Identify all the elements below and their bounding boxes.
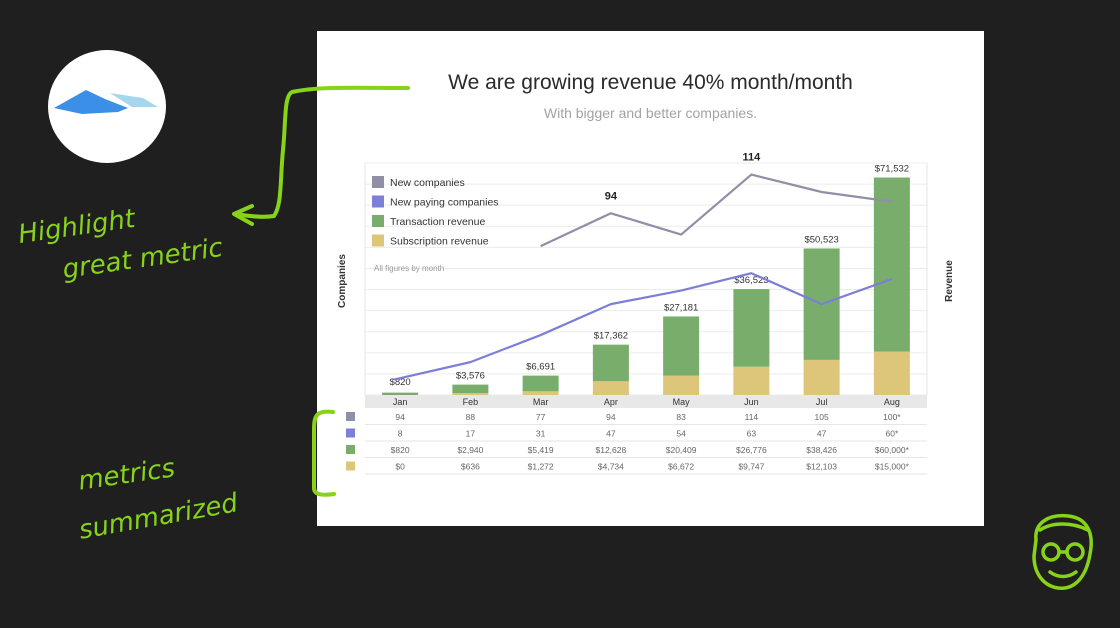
- x-tick-label: May: [673, 397, 691, 407]
- bar-subscription-mar: [522, 391, 559, 395]
- bar-total-label: $71,532: [875, 164, 909, 175]
- table-cell: 60*: [885, 429, 898, 439]
- x-tick-label: Jun: [744, 397, 759, 407]
- table-cell: $6,672: [668, 462, 694, 472]
- chart: Companies Revenue $820 $3,576 $6,691 $17,362 $…: [337, 152, 955, 475]
- table-cell: 31: [536, 429, 546, 439]
- table-cell: 54: [676, 429, 686, 439]
- table-cell: $15,000*: [875, 462, 910, 472]
- slide: We are growing revenue 40% month/month W…: [317, 31, 984, 526]
- table-cell: $12,628: [596, 445, 627, 455]
- category-header-band: [365, 395, 927, 408]
- table-cell: 17: [466, 429, 476, 439]
- bar-subscription-may: [663, 375, 700, 395]
- table-cell: 105: [815, 412, 829, 422]
- legend-label: Subscription revenue: [390, 236, 489, 248]
- table-cell: 88: [466, 412, 476, 422]
- table-cell: $12,103: [806, 462, 837, 472]
- chart-title: We are growing revenue 40% month/month: [448, 71, 853, 94]
- table-cell: 100*: [883, 412, 901, 422]
- bar-subscription-jul: [803, 359, 840, 395]
- bar-transaction-mar: [522, 375, 559, 392]
- table-cell: $38,426: [806, 445, 837, 455]
- x-tick-label: Apr: [604, 397, 618, 407]
- series-line-new-paying-companies: [393, 272, 893, 381]
- y-axis-label-right: Revenue: [944, 260, 955, 302]
- x-tick-label: Aug: [884, 397, 900, 407]
- bar-total-label: $27,181: [664, 302, 698, 313]
- table-cell: 94: [395, 412, 405, 422]
- table-cell: $0: [395, 462, 405, 472]
- bar-transaction-aug: [873, 177, 910, 352]
- bar-transaction-jan: [382, 392, 419, 395]
- table-cell: 94: [606, 412, 616, 422]
- x-tick-label: Mar: [533, 397, 549, 407]
- annotation-bracket: [312, 409, 336, 497]
- annotation-arrowhead: [232, 204, 254, 226]
- table-cell: $20,409: [666, 445, 697, 455]
- callout-label: 94: [605, 190, 618, 202]
- table-row-swatch: [346, 461, 355, 471]
- bar-subscription-feb: [452, 393, 489, 395]
- legend-swatch: [372, 215, 384, 227]
- table-row-swatch: [346, 412, 355, 421]
- table-cell: $820: [391, 445, 410, 455]
- legend-swatch: [372, 176, 384, 188]
- table-cell: $4,734: [598, 462, 624, 472]
- table-cell: 8: [398, 429, 403, 439]
- chart-note: All figures by month: [374, 264, 444, 273]
- x-tick-label: Jan: [393, 397, 408, 407]
- bar-total-label: $820: [390, 377, 411, 388]
- table-cell: $1,272: [528, 462, 554, 472]
- bar-transaction-feb: [452, 384, 489, 394]
- table-cell: 77: [536, 412, 546, 422]
- bar-subscription-aug: [873, 351, 910, 395]
- company-logo: [48, 50, 166, 163]
- x-tick-label: Feb: [463, 397, 479, 407]
- table-cell: 47: [817, 429, 827, 439]
- table-cell: 114: [745, 412, 759, 422]
- x-tick-label: Jul: [816, 397, 828, 407]
- bar-total-label: $36,523: [734, 275, 768, 286]
- logo-mountain-icon: [54, 90, 158, 114]
- legend-swatch: [372, 234, 384, 247]
- bar-subscription-apr: [592, 381, 629, 395]
- bar-total-label: $6,691: [526, 362, 555, 373]
- y-axis-label-left: Companies: [337, 254, 348, 308]
- legend-label: New companies: [390, 177, 465, 189]
- annotation-arrow: [234, 85, 410, 219]
- table-cell: 47: [606, 429, 616, 439]
- callout-label: 114: [743, 152, 762, 164]
- bar-transaction-jun: [733, 289, 770, 367]
- legend-label: New paying companies: [390, 197, 499, 209]
- bar-transaction-apr: [592, 344, 629, 382]
- table-cell: $26,776: [736, 445, 767, 455]
- bar-subscription-jun: [733, 366, 770, 395]
- table-cell: 63: [747, 429, 757, 439]
- table-cell: $2,940: [457, 445, 483, 455]
- chart-subtitle: With bigger and better companies.: [543, 105, 758, 121]
- legend-label: Transaction revenue: [390, 216, 485, 228]
- bar-total-label: $3,576: [456, 371, 485, 382]
- table-row-swatch: [346, 428, 355, 438]
- table-cell: $60,000*: [875, 445, 910, 455]
- table-cell: 83: [676, 412, 686, 422]
- table-row-swatch: [346, 445, 355, 454]
- bar-total-label: $50,523: [804, 234, 838, 245]
- series-line-new-companies: [540, 173, 893, 248]
- legend-swatch: [372, 195, 384, 208]
- table-cell: $636: [461, 462, 480, 472]
- table-cell: $9,747: [738, 462, 764, 472]
- bar-total-label: $17,362: [594, 331, 628, 342]
- bar-transaction-may: [663, 316, 700, 376]
- nerd-face-icon: [1032, 513, 1093, 590]
- table-cell: $5,419: [528, 445, 554, 455]
